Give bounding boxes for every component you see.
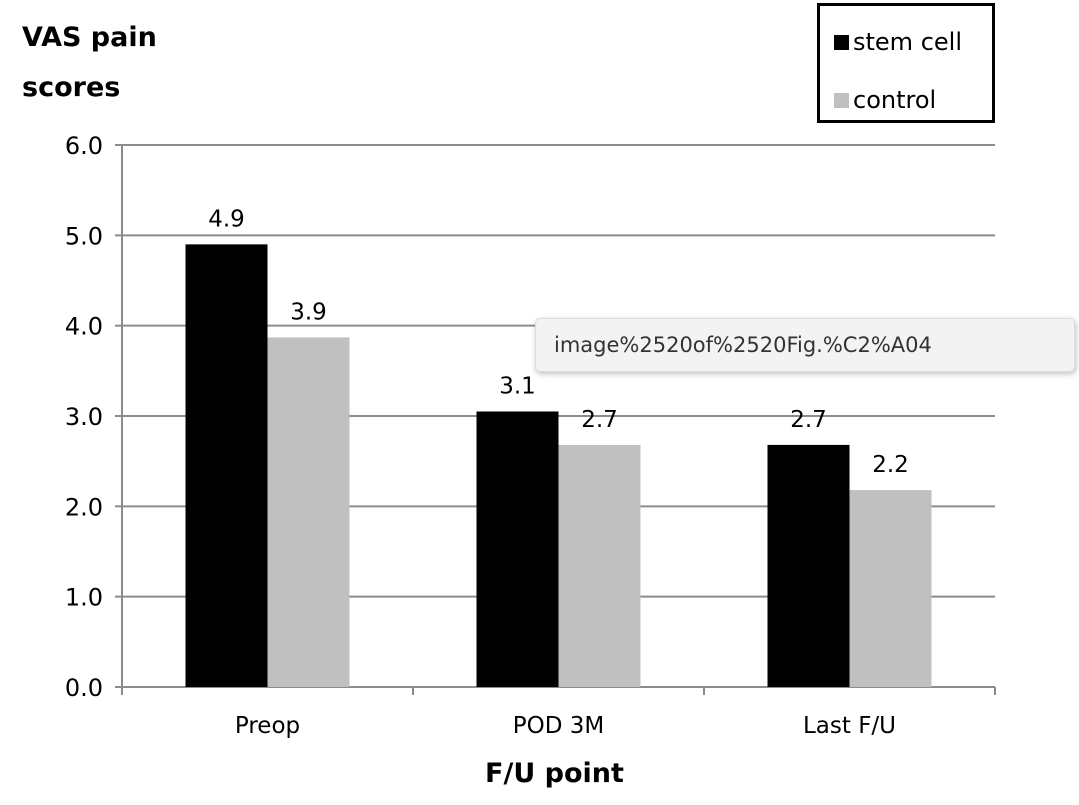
legend: stem cell control [817, 3, 995, 123]
data-label: 3.9 [290, 299, 327, 325]
legend-item-stem-cell: stem cell [834, 28, 962, 56]
y-axis-label-line-2: scores [22, 72, 121, 103]
bar-stem-cell [185, 244, 268, 687]
x-tick-label: Last F/U [803, 713, 896, 739]
y-tick-label: 1.0 [65, 584, 103, 612]
data-label: 2.2 [872, 452, 909, 478]
legend-label-stem-cell: stem cell [853, 28, 962, 56]
data-label: 2.7 [790, 407, 827, 433]
legend-label-control: control [853, 86, 937, 114]
bar-control [558, 444, 641, 687]
legend-swatch-stem-cell [834, 34, 849, 50]
y-axis-label-line-1: VAS pain [22, 22, 157, 53]
y-tick-label: 5.0 [65, 222, 103, 250]
bar-stem-cell [476, 411, 559, 687]
y-tick-label: 0.0 [65, 674, 103, 702]
y-tick-label: 6.0 [65, 132, 103, 160]
x-tick-label: POD 3M [513, 713, 604, 739]
data-label: 4.9 [208, 206, 245, 232]
bar-control [267, 337, 350, 687]
y-tick-label: 4.0 [65, 313, 103, 341]
y-tick-label: 3.0 [65, 403, 103, 431]
legend-swatch-control [834, 92, 849, 108]
legend-item-control: control [834, 86, 936, 114]
data-label: 3.1 [499, 373, 536, 399]
bar-control [849, 490, 932, 687]
x-tick-label: Preop [235, 713, 300, 739]
data-label: 2.7 [581, 407, 618, 433]
bar-stem-cell [767, 444, 850, 687]
x-axis-label: F/U point [485, 758, 624, 789]
y-tick-label: 2.0 [65, 493, 103, 521]
image-tooltip: image%2520of%2520Fig.%C2%A04 [535, 318, 1075, 372]
tooltip-text: image%2520of%2520Fig.%C2%A04 [554, 333, 932, 357]
